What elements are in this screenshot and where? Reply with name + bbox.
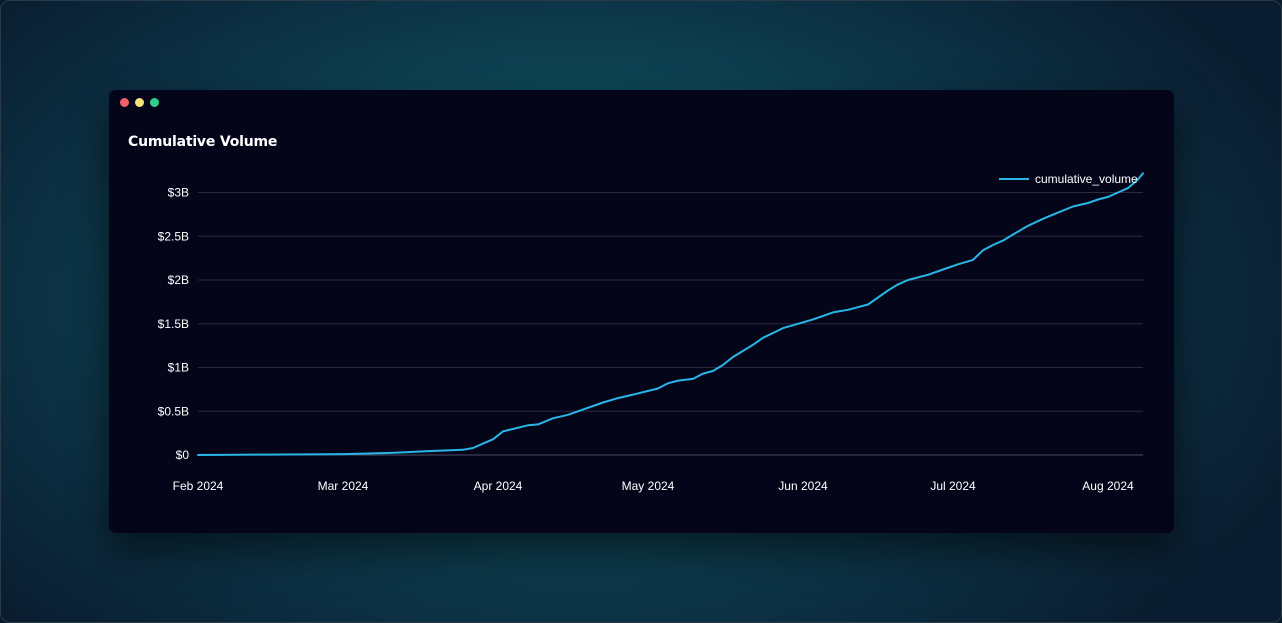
- window-maximize-button[interactable]: [150, 98, 159, 107]
- y-tick-label: $0.5B: [158, 404, 189, 418]
- x-tick-label: Apr 2024: [474, 479, 523, 493]
- y-tick-label: $2.5B: [158, 229, 189, 243]
- x-tick-label: Jun 2024: [778, 479, 828, 493]
- x-tick-label: Jul 2024: [930, 479, 976, 493]
- window-close-button[interactable]: [120, 98, 129, 107]
- x-tick-label: Feb 2024: [173, 479, 224, 493]
- y-tick-label: $2B: [168, 273, 189, 287]
- legend-label: cumulative_volume: [1035, 172, 1138, 186]
- series-line-cumulative_volume: [197, 172, 1144, 456]
- y-tick-label: $0: [176, 448, 190, 462]
- y-tick-label: $1B: [168, 361, 189, 375]
- window-minimize-button[interactable]: [135, 98, 144, 107]
- line-chart: $0 $0.5B $1B $1.5B $2B $2.5B $3B Feb 2024 Mar 20…: [158, 172, 1144, 493]
- chart-title: Cumulative Volume: [128, 134, 278, 150]
- y-tick-label: $3B: [168, 186, 189, 200]
- x-tick-label: May 2024: [622, 479, 675, 493]
- x-tick-label: Aug 2024: [1082, 479, 1134, 493]
- chart-window: Cumulative Volume $0 $0.5B $1B $1.5B $2B $2.5…: [109, 90, 1174, 533]
- y-tick-label: $1.5B: [158, 317, 189, 331]
- x-tick-label: Mar 2024: [318, 479, 369, 493]
